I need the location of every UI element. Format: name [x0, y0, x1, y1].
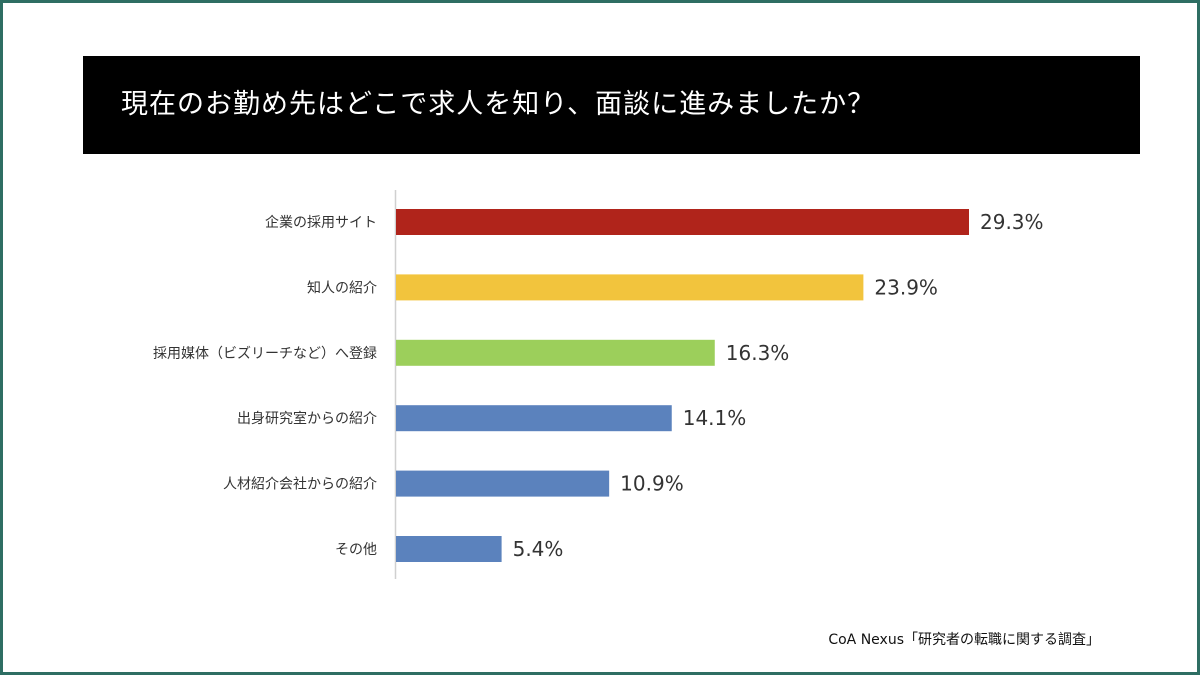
- value-label: 16.3%: [726, 341, 790, 365]
- source-note: CoA Nexus「研究者の転職に関する調査」: [828, 632, 1100, 648]
- bar: [396, 470, 610, 497]
- value-label: 5.4%: [513, 537, 564, 561]
- title-banner: 現在のお勤め先はどこで求人を知り、面談に進みましたか？: [83, 56, 1140, 154]
- bar: [396, 209, 969, 235]
- category-label: その他: [335, 542, 377, 558]
- chart-title: 現在のお勤め先はどこで求人を知り、面談に進みましたか？: [121, 89, 876, 120]
- category-label: 採用媒体（ビズリーチなど）へ登録: [153, 346, 377, 362]
- category-label: 企業の採用サイト: [265, 214, 377, 231]
- bar: [396, 274, 864, 301]
- value-label: 14.1%: [683, 406, 747, 430]
- category-label: 知人の紹介: [307, 279, 377, 296]
- value-label: 10.9%: [620, 472, 684, 496]
- bars-group: 企業の採用サイト 29.3% 知人の紹介 23.9% 採用媒体（ビズリーチなど）へ登録 1…: [153, 209, 1044, 562]
- bar: [396, 339, 715, 366]
- category-label: 出身研究室からの紹介: [237, 410, 377, 427]
- bar-chart: 企業の採用サイト 29.3% 知人の紹介 23.9% 採用媒体（ビズリーチなど）へ登録 1…: [153, 190, 1044, 579]
- bar: [396, 405, 672, 432]
- bar: [396, 536, 502, 562]
- category-label: 人材紹介会社からの紹介: [223, 477, 377, 493]
- value-label: 29.3%: [980, 210, 1044, 234]
- value-label: 23.9%: [874, 275, 938, 299]
